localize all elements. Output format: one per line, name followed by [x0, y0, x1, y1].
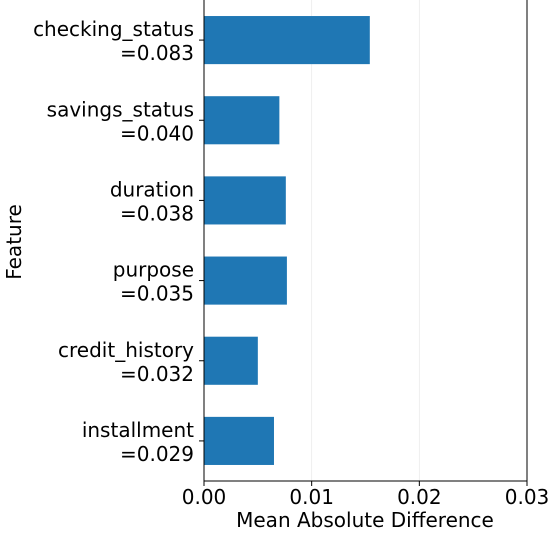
bar [204, 176, 286, 225]
bar [204, 96, 280, 145]
y-tick-label: savings_status =0.040 [47, 97, 194, 145]
bar [204, 336, 258, 385]
y-tick-labels: checking_status =0.083 savings_status =0.04… [33, 17, 204, 466]
y-tick-label: purpose =0.035 [113, 258, 194, 306]
bar [204, 256, 287, 305]
plot-frame [203, 0, 528, 482]
x-tick-label: 0.01 [289, 485, 334, 509]
axes [203, 0, 528, 482]
y-tick-label: credit_history =0.032 [58, 338, 194, 386]
grid-lines [203, 0, 528, 481]
x-ticks: 0.00 0.01 0.02 0.03 [182, 481, 550, 509]
bar [204, 416, 274, 465]
bars [204, 16, 370, 465]
y-tick-label: checking_status =0.083 [33, 17, 194, 65]
x-axis-label: Mean Absolute Difference [236, 508, 494, 532]
y-tick-label: duration =0.038 [110, 177, 194, 225]
x-tick-label: 0.03 [505, 485, 550, 509]
x-tick-label: 0.00 [182, 485, 227, 509]
bar [204, 16, 370, 65]
y-tick-label: installment =0.029 [82, 418, 194, 466]
x-tick-label: 0.02 [397, 485, 442, 509]
y-axis-label: Feature [2, 204, 26, 280]
